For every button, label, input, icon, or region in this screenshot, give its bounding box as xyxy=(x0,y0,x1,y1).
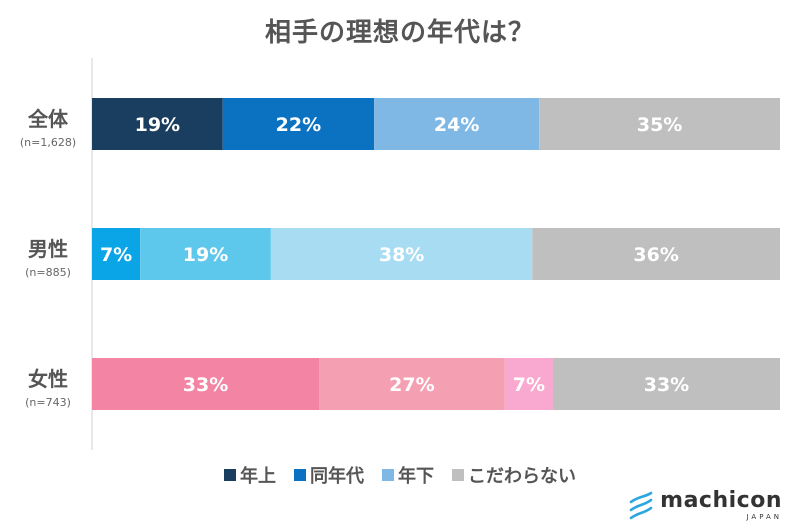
data-label-female-younger: 7% xyxy=(513,374,545,396)
legend-item-older: 年上 xyxy=(224,462,276,488)
category-label-female: 女性 xyxy=(28,367,68,391)
bar-all-no-preference xyxy=(539,98,780,150)
legend-swatch-younger xyxy=(382,469,394,481)
bar-male-younger xyxy=(270,228,533,280)
brand-name: machicon xyxy=(660,488,782,513)
data-label-all-same-age: 22% xyxy=(276,114,321,136)
brand-sub: JAPAN xyxy=(746,513,782,521)
category-sample-male: (n=885) xyxy=(25,266,71,279)
legend-label-same-age: 同年代 xyxy=(310,466,364,487)
data-label-all-younger: 24% xyxy=(434,114,479,136)
stacked-bar-chart: 全体 (n=1,628) 19% 22% 24% 35% 男性 (n=885) 7% 19% 38%… xyxy=(20,58,780,450)
category-sample-all: (n=1,628) xyxy=(20,136,76,149)
legend-swatch-no-preference xyxy=(452,469,464,481)
data-label-female-older: 33% xyxy=(183,374,228,396)
bar-female-no-preference xyxy=(552,358,780,410)
brand-logo: machicon JAPAN xyxy=(628,490,782,521)
bar-female-same-age xyxy=(319,358,505,410)
legend-swatch-same-age xyxy=(294,469,306,481)
data-label-male-same-age: 19% xyxy=(183,244,228,266)
data-label-male-older: 7% xyxy=(100,244,132,266)
bar-all-same-age xyxy=(222,98,375,150)
bar-female-younger xyxy=(504,358,553,410)
legend-swatch-older xyxy=(224,469,236,481)
data-label-all-older: 19% xyxy=(135,114,180,136)
legend-label-no-preference: こだわらない xyxy=(468,466,576,487)
legend-item-younger: 年下 xyxy=(382,462,434,488)
category-sample-female: (n=743) xyxy=(25,396,71,409)
machicon-icon xyxy=(629,491,653,519)
legend-item-no-preference: こだわらない xyxy=(452,462,576,488)
bar-all-older xyxy=(92,98,223,150)
category-label-male: 男性 xyxy=(28,237,68,261)
data-label-all-no-preference: 35% xyxy=(637,114,682,136)
legend-label-younger: 年下 xyxy=(398,466,434,487)
legend: 年上 同年代 年下 こだわらない xyxy=(0,462,800,488)
category-label-all: 全体 xyxy=(27,107,69,131)
data-label-male-younger: 38% xyxy=(379,244,424,266)
data-label-female-no-preference: 33% xyxy=(644,374,689,396)
data-label-female-same-age: 27% xyxy=(389,374,434,396)
chart-title: 相手の理想の年代は？ xyxy=(264,18,535,48)
data-label-male-no-preference: 36% xyxy=(633,244,678,266)
bar-male-no-preference xyxy=(532,228,780,280)
bar-all-younger xyxy=(374,98,540,150)
legend-label-older: 年上 xyxy=(240,466,276,487)
bar-male-older xyxy=(92,228,141,280)
bar-male-same-age xyxy=(140,228,271,280)
bar-female-older xyxy=(92,358,320,410)
legend-item-same-age: 同年代 xyxy=(294,462,364,488)
